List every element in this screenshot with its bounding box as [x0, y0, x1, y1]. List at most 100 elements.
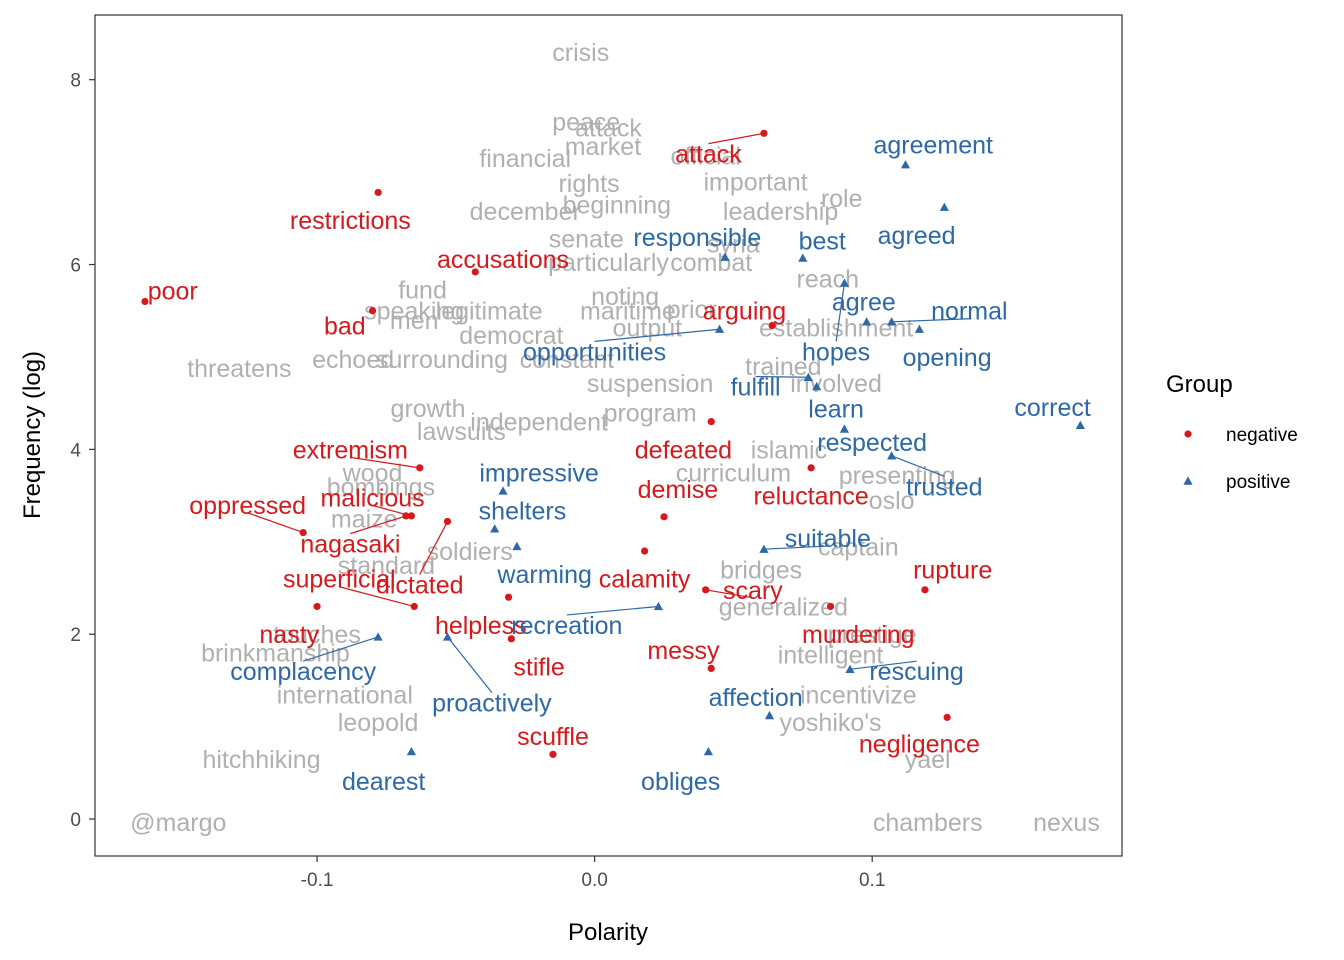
- point-dearest: [406, 746, 417, 756]
- word-label-hopes: hopes: [802, 338, 870, 366]
- word-label-warming: warming: [496, 561, 591, 589]
- label-connector-layer: [247, 132, 970, 693]
- connector-fulfill: [755, 375, 809, 378]
- word-label-rights: rights: [558, 170, 619, 198]
- point-helpless: [504, 593, 513, 601]
- word-label-independent: independent: [470, 409, 608, 437]
- word-label-scuffle: scuffle: [517, 723, 589, 751]
- word-label-negligence: negligence: [859, 730, 980, 758]
- word-label-output: output: [613, 314, 683, 342]
- word-label-touches: touches: [273, 621, 361, 649]
- word-label-obliges: obliges: [641, 768, 720, 796]
- word-label-recreation: recreation: [511, 612, 622, 640]
- x-axis-title: Polarity: [568, 919, 648, 946]
- word-label-surrounding: surrounding: [376, 346, 508, 374]
- word-label-prestige: prestige: [828, 621, 917, 649]
- word-label-men: men: [390, 307, 439, 335]
- word-label-syria: syria: [707, 230, 760, 258]
- word-label-normal: normal: [931, 298, 1007, 326]
- word-label-international: international: [277, 681, 413, 709]
- x-axis: -0.1 0.0 0.1: [301, 856, 885, 891]
- word-label-senate: senate: [549, 226, 624, 254]
- x-tick-label: 0.0: [581, 870, 607, 891]
- word-label-financial: financial: [479, 145, 571, 173]
- word-label-trusted: trusted: [906, 473, 982, 501]
- word-label-agreed: agreed: [878, 222, 956, 250]
- word-label-messy: messy: [647, 637, 720, 665]
- word-label-learn: learn: [808, 396, 864, 424]
- connector-hopes: [835, 282, 846, 342]
- word-label-attack: attack: [675, 141, 742, 169]
- word-label-standard: standard: [338, 552, 435, 580]
- word-label-reluctance: reluctance: [753, 483, 868, 511]
- highlighted-points-layer: [141, 129, 1085, 758]
- word-label-speaking: speaking: [364, 298, 464, 326]
- connector-opportunities: [594, 328, 720, 342]
- word-label-beginning: beginning: [563, 191, 671, 219]
- x-tick-label: 0.1: [859, 870, 885, 891]
- word-label-intelligent: intelligent: [778, 642, 884, 670]
- point-fulfill: [803, 372, 813, 381]
- word-label-dictated: dictated: [376, 571, 464, 599]
- word-label-dearest: dearest: [342, 768, 425, 796]
- word-label-december: december: [470, 198, 581, 226]
- word-label-combat: combat: [670, 249, 752, 277]
- word-label-islamic: islamic: [751, 436, 827, 464]
- point-normal: [887, 317, 897, 326]
- word-label-proactively: proactively: [432, 690, 552, 718]
- point-impressive: [498, 486, 508, 495]
- word-label-yoshiko-s: yoshiko's: [780, 709, 882, 737]
- word-label-role: role: [821, 185, 863, 213]
- word-label-stifle: stifle: [513, 654, 564, 682]
- word-label-fulfill: fulfill: [731, 374, 781, 402]
- word-label-constant: constant: [520, 346, 615, 374]
- word-label-calamity: calamity: [599, 566, 691, 594]
- word-label-opening: opening: [903, 344, 992, 372]
- word-label-captain: captain: [818, 533, 899, 561]
- connector-nagasaki: [350, 515, 407, 535]
- point-agreement: [900, 160, 911, 169]
- point-affection: [764, 710, 775, 720]
- word-label-official: official: [670, 142, 740, 170]
- point-opening: [914, 324, 924, 333]
- word-label-restrictions: restrictions: [290, 207, 411, 235]
- legend: Group negative positive: [1166, 371, 1298, 493]
- word-label-market: market: [565, 133, 641, 161]
- word-label-maritime: maritime: [580, 298, 676, 326]
- point-accusations: [471, 268, 479, 276]
- highlighted-labels-layer: restrictions poor accusations bad attack argu…: [148, 131, 1091, 796]
- word-label-scary: scary: [723, 577, 783, 605]
- connector-complacency: [302, 636, 379, 662]
- word-label-prior: prior: [667, 296, 717, 324]
- legend-title: Group: [1166, 371, 1233, 398]
- point-obliges: [703, 746, 714, 756]
- connector-trusted: [891, 455, 945, 477]
- word-label-involved: involved: [790, 370, 882, 398]
- word-label-democrat: democrat: [459, 322, 563, 350]
- point-complacency: [373, 632, 383, 641]
- connector-superficial: [339, 586, 415, 608]
- word-label-affection: affection: [709, 684, 803, 712]
- y-axis-title: Frequency (log): [19, 351, 46, 519]
- connector-suitable: [763, 545, 828, 550]
- word-label-incentivize: incentivize: [800, 681, 917, 709]
- connector-rescuing: [849, 660, 917, 670]
- word-label-suspension: suspension: [587, 370, 713, 398]
- word-label-agree: agree: [832, 288, 896, 316]
- point-trusted: [887, 451, 897, 460]
- y-tick-label: 2: [70, 625, 81, 646]
- word-label-murdering: murdering: [802, 621, 915, 649]
- word-label-noting: noting: [591, 283, 659, 311]
- word-label-fund: fund: [398, 276, 447, 304]
- word-label-accusations: accusations: [437, 246, 569, 274]
- y-tick-label: 0: [70, 810, 81, 831]
- word-label-leadership: leadership: [723, 198, 838, 226]
- word-label-rupture: rupture: [913, 557, 992, 585]
- y-tick-label: 6: [70, 256, 81, 277]
- point-agreed: [939, 202, 949, 211]
- word-label-impressive: impressive: [479, 459, 598, 487]
- connector-proactively: [447, 636, 493, 693]
- word-label-responsible: responsible: [633, 224, 761, 252]
- word-label-rescuing: rescuing: [869, 658, 964, 686]
